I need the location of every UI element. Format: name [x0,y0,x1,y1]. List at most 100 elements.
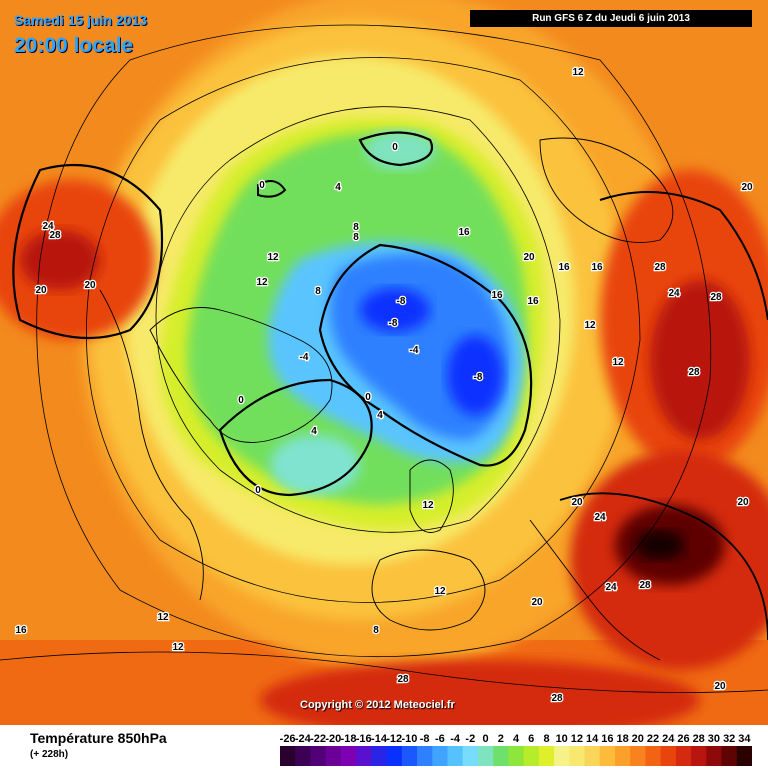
contour-label: -8 [397,296,406,307]
legend-tick-label: 22 [647,733,659,745]
valid-local-time: 20:00 locale [14,34,134,57]
legend-swatch [569,746,585,766]
legend-swatch [295,746,311,766]
contour-label: 8 [373,625,379,636]
legend-tick-label: -2 [465,733,475,745]
legend-swatch [417,746,433,766]
contour-label: -8 [389,318,398,329]
legend-tick-label: -4 [450,733,461,745]
contour-label: 20 [714,681,726,692]
contour-label: 16 [15,625,27,636]
contour-label: 28 [551,693,563,704]
legend-swatch [706,746,722,766]
legend-swatch [523,746,540,766]
legend-swatch [660,746,677,766]
legend-swatch [356,746,372,766]
contour-label: 12 [422,500,434,511]
variable-title: Température 850hPa [30,730,167,746]
legend-tick-label: 28 [693,733,705,745]
contour-label: 28 [654,262,666,273]
contour-label: 16 [591,262,603,273]
contour-label: 0 [238,395,244,406]
contour-label: 16 [558,262,570,273]
contour-label: 12 [434,586,446,597]
contour-label: 12 [172,642,184,653]
contour-label: 0 [365,392,371,403]
contour-label: 20 [737,497,749,508]
contour-label: 24 [605,582,617,593]
legend-tick-label: -10 [401,733,417,745]
legend-swatch [325,746,342,766]
contour-label: 20 [741,182,753,193]
contour-label: 0 [255,485,261,496]
copyright-text: Copyright © 2012 Meteociel.fr [300,699,455,711]
contour-label: 20 [531,597,543,608]
legend-swatch [721,746,738,766]
contour-label: 24 [594,512,606,523]
footer-bar: Température 850hPa (+ 228h) -26 -24 -22 -20… [0,725,768,768]
legend-tick-label: -14 [371,733,388,745]
legend-tick-label: 8 [543,733,549,745]
contour-label: 20 [523,252,535,263]
legend-swatch [584,746,601,766]
legend-swatch [615,746,631,766]
legend-swatch [447,746,464,766]
contour-label: 8 [315,286,321,297]
contour-label: 28 [49,230,61,241]
contour-label: 12 [256,277,268,288]
legend-tick-label: 14 [586,733,599,745]
legend-tick-label: 2 [498,733,504,745]
legend-tick-label: -6 [435,733,445,745]
contour-label: 28 [397,674,409,685]
legend-tick-label: 26 [677,733,689,745]
contour-label: 12 [612,357,624,368]
legend-tick-label: 6 [528,733,534,745]
contour-label: 0 [259,180,265,191]
legend-swatch [508,746,525,766]
legend-tick-label: 0 [482,733,488,745]
legend-tick-label: -16 [356,733,372,745]
contour-label: 16 [527,296,539,307]
contour-label: -4 [300,352,309,363]
contour-label: 8 [353,232,359,243]
legend-swatch [462,746,479,766]
legend-tick-label: -12 [386,733,402,745]
contour-label: 20 [84,280,96,291]
contour-label: 4 [335,182,341,193]
contour-label: -8 [474,372,483,383]
legend-swatch [310,746,327,766]
legend-tick-label: 16 [601,733,613,745]
contour-label: 0 [392,142,398,153]
legend-tick-label: -26 [280,733,296,745]
legend-tick-label: -20 [325,733,341,745]
legend-swatch [630,746,646,766]
legend-tick-label: 12 [571,733,583,745]
coastlines [99,137,674,661]
legend-swatch [280,746,296,766]
contour-lines [0,24,768,693]
legend-tick-label: -22 [310,733,326,745]
legend-tick-label: 20 [632,733,644,745]
contour-label: 28 [688,367,700,378]
contour-label: 12 [157,612,169,623]
valid-date: Samedi 15 juin 2013 [14,12,148,28]
legend-swatch [493,746,509,766]
legend-tick-label: 30 [708,733,720,745]
legend-swatch [554,746,570,766]
contour-label: 28 [710,292,722,303]
contour-label: 4 [377,410,383,421]
legend-tick-label: 10 [556,733,568,745]
legend-swatch [371,746,388,766]
legend-swatch [675,746,692,766]
legend-swatch [736,746,752,766]
legend-tick-label: -18 [341,733,357,745]
legend-tick-label: 32 [723,733,735,745]
run-info-banner: Run GFS 6 Z du Jeudi 6 juin 2013 [470,10,752,27]
contour-label: 12 [584,320,596,331]
legend-tick-label: 34 [738,733,751,745]
legend-swatch [432,746,448,766]
contour-label: 20 [35,285,47,296]
contour-label: 24 [42,221,54,232]
